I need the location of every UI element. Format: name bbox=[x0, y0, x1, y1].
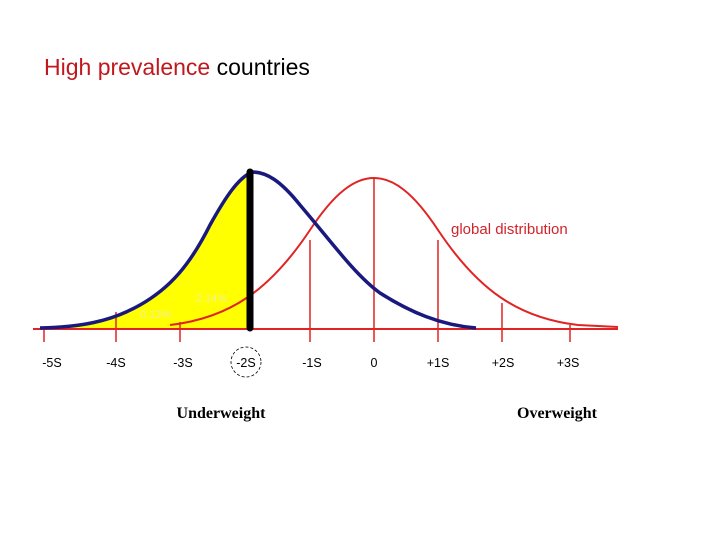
percentage-label-1: 0.13% bbox=[140, 309, 171, 321]
tick-label-minus2s: -2S bbox=[236, 356, 255, 370]
highlight-circle bbox=[230, 346, 262, 378]
tick-label-minus4s: -4S bbox=[106, 356, 125, 370]
tick-label-plus3s: +3S bbox=[557, 356, 580, 370]
global-distribution-label: global distribution bbox=[451, 221, 568, 238]
tick-label-minus5s: -5S bbox=[42, 356, 61, 370]
title-rest: countries bbox=[210, 54, 310, 80]
title-highlight: High prevalence bbox=[44, 54, 211, 80]
tick-label-zero: 0 bbox=[371, 356, 378, 370]
tick-label-plus1s: +1S bbox=[427, 356, 450, 370]
underweight-shaded-area bbox=[40, 172, 250, 328]
tick-label-minus3s: -3S bbox=[173, 356, 192, 370]
underweight-label: Underweight bbox=[177, 405, 267, 422]
tick-label-minus1s: -1S bbox=[302, 356, 321, 370]
slide-title: High prevalence countries bbox=[44, 54, 310, 81]
tick-label-plus2s: +2S bbox=[492, 356, 515, 370]
overweight-label: Overweight bbox=[517, 405, 598, 422]
percentage-label-2: 2.14% bbox=[196, 293, 227, 305]
